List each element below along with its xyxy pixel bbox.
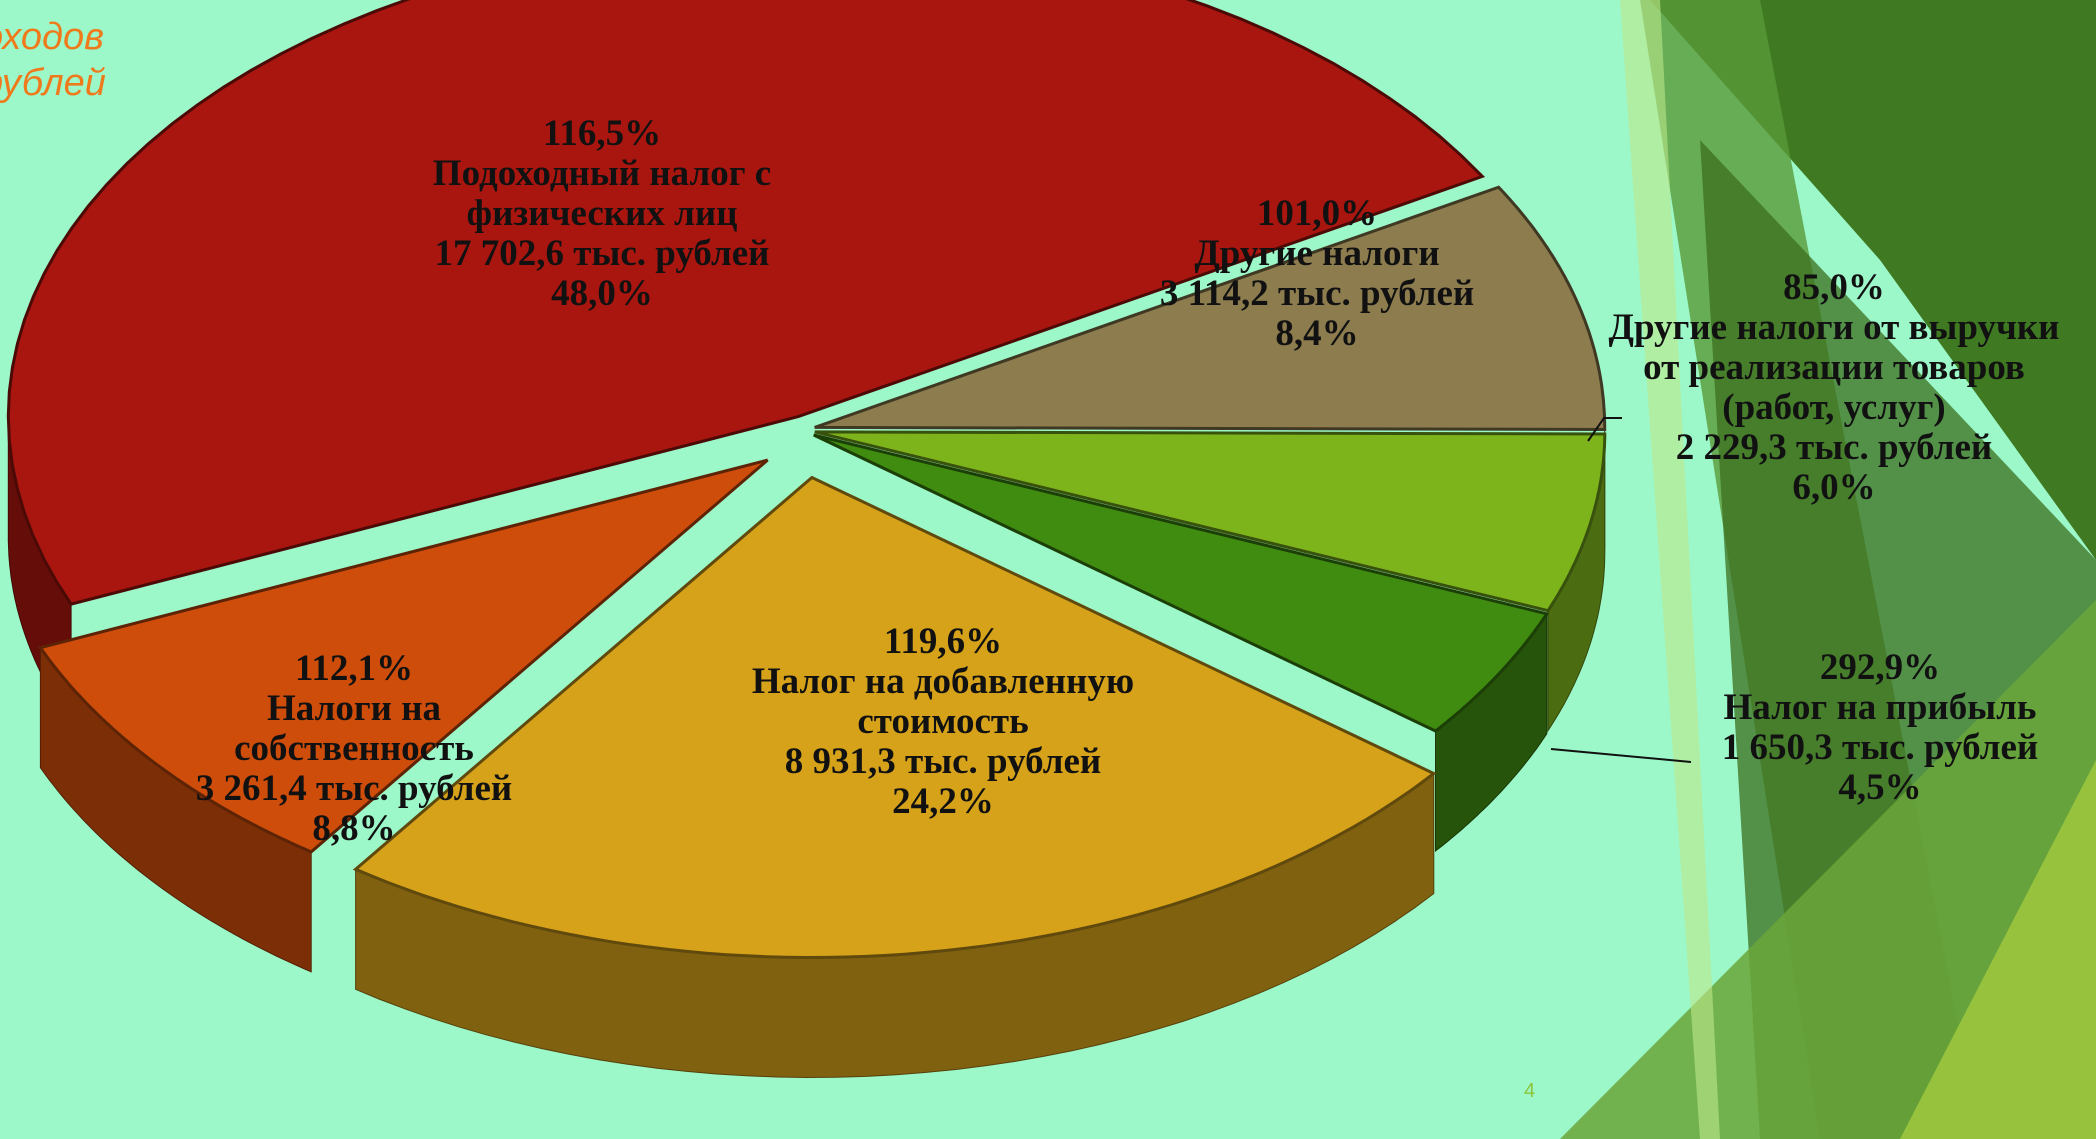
value-label: 4,5%	[1680, 768, 2080, 808]
value-label: 8,8%	[154, 809, 554, 849]
value-label: 6,0%	[1594, 468, 2074, 508]
amount-label: 3 261,4 тыс. рублей	[154, 769, 554, 809]
slide: оходов рублей 4 (() => { const data = JS…	[0, 0, 2096, 1139]
amount-label: 2 229,3 тыс. рублей	[1594, 428, 2074, 468]
title-line: оходов	[0, 14, 106, 60]
growth-label: 292,9%	[1680, 648, 2080, 688]
category-label: Налог на добавленную стоимость	[713, 662, 1173, 742]
chart	[0, 0, 2096, 1139]
slice-label: 85,0%Другие налоги от выручки от реализа…	[1594, 268, 2074, 508]
amount-label: 1 650,3 тыс. рублей	[1680, 728, 2080, 768]
slide-title: оходов рублей	[0, 14, 106, 106]
growth-label: 116,5%	[372, 114, 832, 154]
growth-label: 101,0%	[1117, 194, 1517, 234]
value-label: 8,4%	[1117, 314, 1517, 354]
category-label: Налоги на собственность	[154, 689, 554, 769]
growth-label: 119,6%	[713, 622, 1173, 662]
title-line: рублей	[0, 60, 106, 106]
amount-label: 3 114,2 тыс. рублей	[1117, 274, 1517, 314]
amount-label: 8 931,3 тыс. рублей	[713, 742, 1173, 782]
decor	[1560, 0, 2096, 1139]
category-label: Другие налоги от выручки от реализации т…	[1594, 308, 2074, 428]
growth-label: 85,0%	[1594, 268, 2074, 308]
value-label: 48,0%	[372, 274, 832, 314]
page-number: 4	[1524, 1080, 1535, 1103]
value-label: 24,2%	[713, 782, 1173, 822]
leader-line	[1551, 749, 1691, 762]
category-label: Подоходный налог с физических лиц	[372, 154, 832, 234]
category-label: Налог на прибыль	[1680, 688, 2080, 728]
category-label: Другие налоги	[1117, 234, 1517, 274]
growth-label: 112,1%	[154, 649, 554, 689]
amount-label: 17 702,6 тыс. рублей	[372, 234, 832, 274]
